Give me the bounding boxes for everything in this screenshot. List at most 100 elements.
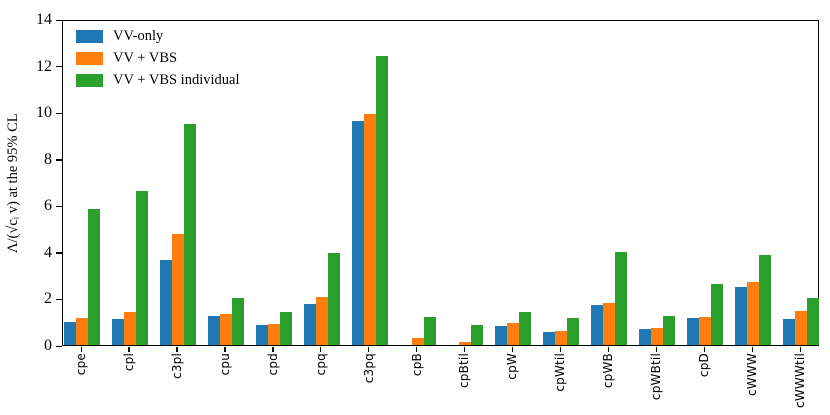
x-tick-mark (655, 347, 657, 352)
bar (363, 114, 376, 345)
bar (747, 282, 760, 345)
legend-item: VV + VBS individual (76, 71, 240, 88)
bar (231, 298, 244, 345)
bar (88, 208, 100, 345)
x-tick-label: cpW (505, 353, 520, 380)
y-tick-mark (56, 298, 62, 301)
bar (603, 303, 616, 345)
y-tick-label: 12 (36, 57, 52, 75)
bar (711, 284, 724, 345)
bar (471, 325, 484, 345)
legend-label: VV-only (113, 27, 164, 44)
x-tick-mark (176, 347, 178, 352)
bar (807, 298, 819, 345)
x-tick-mark (368, 347, 370, 352)
x-tick-mark (272, 347, 274, 352)
y-tick-mark (56, 205, 62, 208)
plot-area: VV-only VV + VBS VV + VBS individual (62, 20, 819, 346)
x-tick-mark (799, 347, 801, 352)
x-tick-label: c3pl (169, 353, 184, 379)
x-tick-label: cpWBtil (649, 353, 664, 401)
bar (651, 327, 664, 345)
bar (687, 318, 700, 345)
x-tick-label: cpBtil (457, 353, 472, 389)
x-tick-mark (751, 347, 753, 352)
y-tick-label: 14 (36, 11, 52, 28)
bar (303, 304, 316, 345)
bar (699, 317, 712, 345)
x-tick-label: cpB (409, 353, 424, 377)
y-tick-label: 0 (44, 337, 52, 354)
bar (615, 251, 628, 345)
x-tick-label: cpWtil (553, 353, 568, 392)
x-tick-mark (511, 347, 514, 352)
x-tick-label: cpe (74, 353, 88, 376)
legend-item: VV + VBS (76, 49, 239, 66)
x-tick-label: cpd (265, 353, 280, 376)
bar (663, 315, 676, 345)
bar (555, 331, 568, 345)
x-tick-label: cpq (313, 353, 328, 376)
legend-swatch (76, 51, 103, 65)
bar (507, 322, 520, 345)
x-tick-label: cpD (697, 353, 712, 378)
bar (351, 121, 364, 345)
bar (315, 297, 328, 345)
x-tick-mark (80, 347, 82, 352)
bar (123, 312, 136, 345)
bar (111, 319, 124, 345)
bar (219, 313, 232, 345)
bar (423, 317, 436, 345)
x-tick-label: c3pq (361, 353, 376, 384)
bar (639, 328, 652, 345)
y-tick-label: 8 (44, 150, 52, 168)
bar (567, 318, 580, 345)
bar (543, 332, 556, 345)
x-tick-label: cpWB (601, 353, 616, 389)
x-tick-mark (320, 347, 322, 352)
bar (183, 123, 196, 345)
bar (375, 56, 388, 345)
bar (279, 312, 292, 345)
y-tick-mark (56, 159, 62, 161)
y-tick-mark (56, 112, 62, 114)
bar (327, 253, 340, 345)
bar (76, 318, 88, 345)
bar (207, 315, 220, 345)
legend-item: VV-only (76, 27, 239, 44)
bar (591, 305, 604, 345)
legend-label: VV + VBS (113, 49, 178, 66)
y-tick-mark (56, 345, 62, 347)
bar (795, 311, 807, 345)
y-tick-label: 4 (44, 243, 52, 261)
y-tick-mark (56, 252, 62, 254)
x-tick-label: cpu (217, 353, 232, 376)
bar (255, 325, 268, 345)
y-tick-label: 6 (44, 197, 52, 215)
bar (267, 324, 280, 345)
y-tick-label: 2 (44, 290, 52, 308)
x-tick-mark (703, 347, 705, 352)
bar (411, 338, 424, 345)
x-tick-mark (416, 347, 418, 352)
x-tick-mark (559, 347, 562, 352)
y-tick-mark (56, 66, 62, 68)
bar (159, 260, 172, 345)
x-tick-label: cWWW (745, 353, 760, 396)
x-tick-mark (224, 347, 226, 352)
bar (495, 326, 508, 345)
legend-label: VV + VBS individual (113, 71, 240, 88)
bar (783, 319, 795, 345)
x-tick-mark (128, 347, 130, 352)
legend: VV-only VV + VBS VV + VBS individual (76, 27, 240, 95)
bar (135, 191, 148, 345)
x-tick-mark (463, 347, 466, 352)
legend-swatch (76, 29, 103, 43)
x-tick-mark (607, 347, 610, 352)
x-tick-label: cWWWtil (793, 353, 807, 408)
y-tick-label: 10 (36, 104, 52, 122)
x-tick-label: cpl (121, 353, 136, 372)
bar (171, 234, 184, 345)
bar (459, 341, 472, 345)
